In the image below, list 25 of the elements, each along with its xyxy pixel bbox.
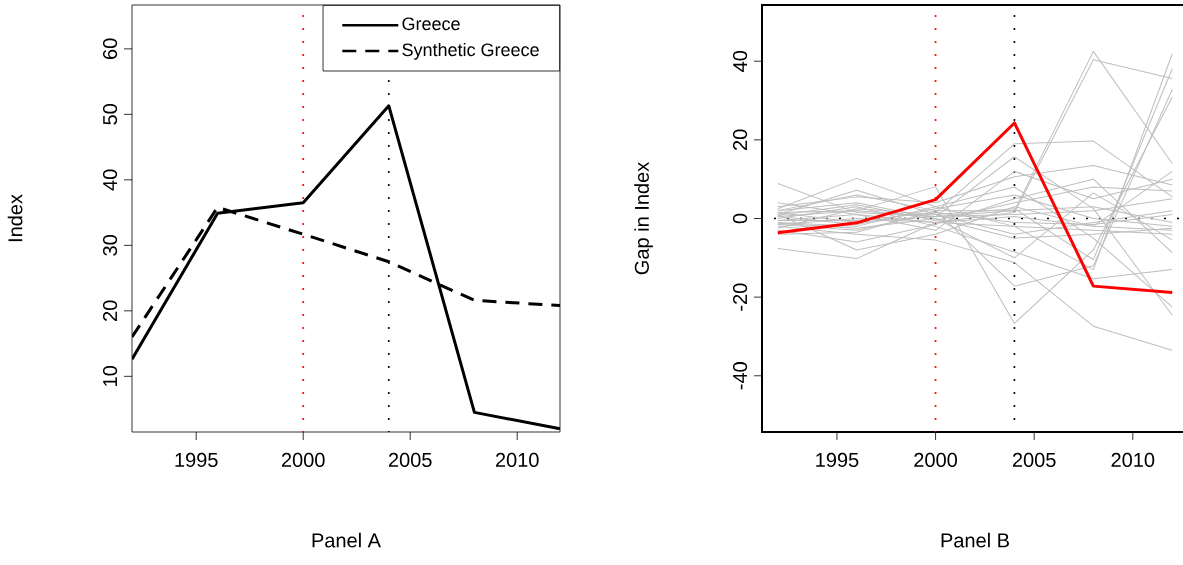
x-tick-label: 2000 (281, 452, 325, 468)
x-tick-label: 2010 (1111, 452, 1155, 468)
y-tick-label: 40 (102, 169, 118, 191)
x-tick-label: 2005 (388, 452, 432, 468)
y-tick-label: -40 (732, 362, 748, 390)
y-axis-title: Gap in Index (634, 162, 653, 275)
x-tick-label: 1995 (816, 452, 859, 468)
y-tick-label: 50 (102, 104, 118, 125)
y-tick-label: 40 (732, 50, 748, 72)
x-tick-label: 2010 (495, 452, 539, 468)
y-tick-label: 20 (102, 300, 118, 321)
x-tick-label: 1995 (175, 452, 218, 468)
x-tick-label: 2005 (1012, 452, 1056, 468)
y-axis-title: Index (7, 194, 23, 242)
x-tick-label: 2000 (914, 452, 958, 468)
x-axis-title: Panel B (941, 532, 1009, 548)
legend-label: Synthetic Greece (402, 42, 539, 60)
y-tick-label: 10 (102, 366, 118, 386)
y-tick-label: 20 (732, 129, 748, 150)
y-tick-label: -20 (732, 283, 748, 311)
legend-label: Greece (402, 17, 460, 31)
x-axis-title: Panel A (312, 532, 381, 548)
y-tick-label: 30 (102, 235, 118, 256)
y-tick-label: 60 (102, 38, 118, 59)
y-tick-label: 0 (732, 213, 748, 224)
